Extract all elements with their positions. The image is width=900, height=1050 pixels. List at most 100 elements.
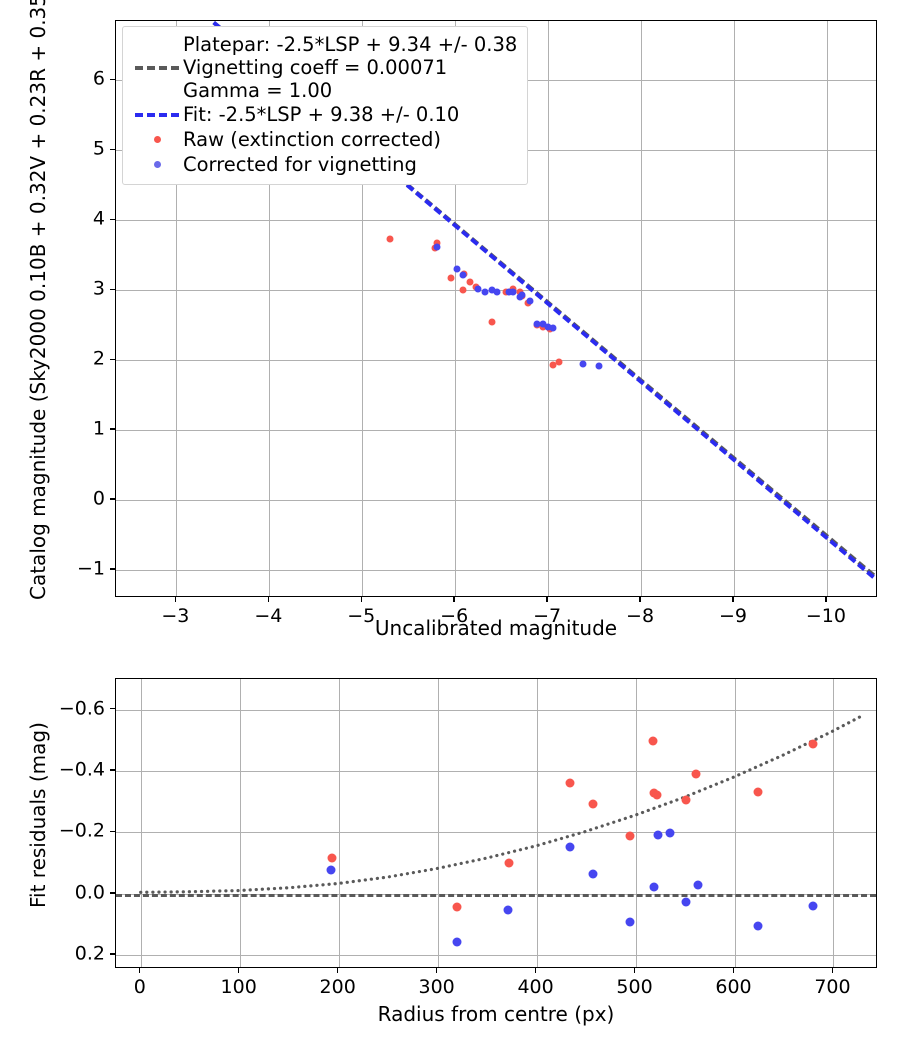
raw-data-point [466,278,474,286]
y-axis-tick-label: 0 [92,487,105,510]
y-axis-tick [110,218,115,221]
x-gridline [833,679,835,967]
y-axis-tick [110,428,115,430]
raw-data-point [681,795,691,805]
y-gridline [116,955,876,957]
y-axis-tick [110,568,115,570]
raw-data-point [652,790,662,800]
bottom-plot-x-axis-label: Radius from centre (px) [377,1002,615,1026]
raw-data-point [504,858,514,868]
raw-data-point [327,853,337,863]
x-axis-tick-label: −5 [347,605,376,627]
corrected-data-point [453,265,461,273]
y-axis-tick [110,288,115,290]
x-gridline [362,21,364,596]
corrected-data-point [481,288,489,296]
corrected-data-point [488,286,496,294]
x-axis-tick [546,597,548,602]
x-gridline [140,679,142,967]
y-axis-tick [110,830,115,833]
corrected-data-point [649,882,659,892]
x-axis-tick [139,968,141,973]
x-axis-tick [267,597,270,602]
x-gridline [734,679,736,967]
corrected-data-point [665,828,675,838]
y-axis-tick-label: 6 [92,67,105,90]
x-axis-tick-label: −7 [533,605,562,627]
x-axis-tick-label: 300 [418,976,455,998]
red-dot-icon [131,136,183,144]
raw-data-point [648,736,658,746]
raw-data-point [555,358,563,366]
x-axis-tick [732,597,734,602]
legend-item-raw-label: Raw (extinction corrected) [183,127,441,151]
corrected-data-point [588,869,598,879]
x-gridline [641,21,643,596]
raw-data-point [447,274,455,282]
blue-dot-icon [131,161,183,169]
raw-data-point [691,769,701,779]
raw-data-point [549,361,557,369]
y-axis-tick [110,707,115,710]
x-axis-tick [174,597,177,602]
y-axis-tick [110,892,115,894]
legend-item-fit: Fit: -2.5*LSP + 9.38 +/- 0.10 [131,102,517,127]
x-axis-tick [435,968,438,973]
raw-data-point [808,739,818,749]
x-axis-tick-label: 500 [616,976,653,998]
x-axis-tick-label: 600 [715,976,752,998]
corrected-data-point [505,288,513,296]
raw-data-point [488,318,496,326]
top-plot-y-axis-label: Catalog magnitude (Sky2000 0.10B + 0.32V… [26,0,50,600]
x-axis-tick-label: 100 [220,976,257,998]
x-axis-tick-label: 200 [319,976,356,998]
y-axis-tick [110,358,115,360]
corrected-data-point [753,921,763,931]
top-plot-x-axis-label: Uncalibrated magnitude [374,616,618,640]
y-axis-tick [110,78,115,81]
y-gridline [116,570,876,572]
corrected-data-point [595,362,603,370]
raw-data-point [565,778,575,788]
x-gridline [176,21,178,596]
corrected-data-point [565,842,575,852]
x-gridline [269,21,271,596]
corrected-data-point [625,917,635,927]
y-gridline [116,430,876,432]
y-axis-tick [110,769,115,771]
corrected-data-point [326,865,336,875]
y-gridline [116,709,876,711]
legend-item-platepar-line2: Vignetting coeff = 0.00071 [183,55,448,79]
x-axis-tick-label: −6 [440,605,469,627]
legend-item-platepar-line1: Platepar: -2.5*LSP + 9.34 +/- 0.38 [183,33,518,56]
y-axis-tick-label: 4 [92,207,105,230]
x-gridline [548,21,550,596]
corrected-data-point [539,320,547,328]
raw-data-point [625,831,635,841]
y-axis-tick-label: 0.2 [74,942,105,965]
x-axis-tick [336,968,339,973]
legend-item-platepar-line3: Gamma = 1.00 [183,78,333,102]
raw-data-point [588,799,598,809]
x-axis-tick [534,968,537,973]
x-gridline [826,21,828,596]
y-axis-tick-label: 1 [92,417,105,440]
corrected-data-point [579,360,587,368]
x-axis-tick [238,968,240,973]
y-axis-tick [110,498,115,500]
corrected-data-point [518,291,526,299]
legend-item-corrected-label: Corrected for vignetting [183,152,417,176]
x-axis-tick [360,597,362,602]
x-axis-tick-label: −10 [805,605,846,627]
corrected-data-point [693,880,703,890]
x-gridline [239,679,241,967]
x-axis-tick-label: 700 [814,976,851,998]
raw-data-point [386,235,394,243]
corrected-data-point [433,243,441,251]
x-axis-tick [633,968,636,973]
corrected-data-point [493,288,501,296]
x-axis-tick-label: 0 [133,976,146,998]
x-gridline [338,679,340,967]
x-axis-tick [732,968,735,973]
x-axis-tick [639,597,641,602]
